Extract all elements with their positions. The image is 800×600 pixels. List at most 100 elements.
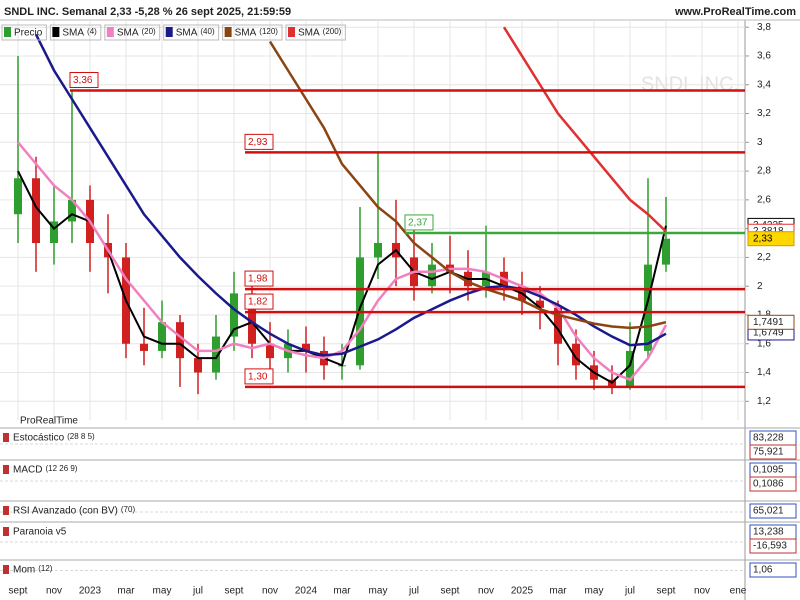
- candle-body: [572, 343, 580, 366]
- candle-body: [230, 293, 238, 337]
- level-label: 1,30: [248, 372, 268, 383]
- candle-body: [554, 307, 562, 344]
- x-tick-label: 2025: [511, 586, 534, 597]
- panel-reading: 0,1086: [753, 479, 784, 490]
- panel-swatch: [3, 527, 9, 536]
- last-value-label: 2,33: [753, 233, 773, 244]
- panel-name: Estocástico: [13, 433, 65, 444]
- panel-reading: 65,021: [753, 506, 784, 517]
- y-tick-label: 2,8: [757, 166, 771, 177]
- level-label: 1,98: [248, 274, 268, 285]
- panel-reading: 0,1095: [753, 465, 784, 476]
- legend-label: SMA: [298, 28, 320, 39]
- legend-period: (4): [87, 27, 97, 36]
- panel-reading-tag: [749, 538, 797, 554]
- panel-reading-tag: [749, 444, 797, 460]
- panel-params: (12): [38, 564, 53, 573]
- level-label-box: [244, 368, 274, 385]
- x-tick-label: 2023: [79, 586, 102, 597]
- y-tick-label: 2,2: [757, 252, 771, 263]
- legend-period: (120): [259, 27, 278, 36]
- legend-swatch: [165, 27, 173, 37]
- x-tick-label: sept: [9, 586, 28, 597]
- panel-name: MACD: [13, 465, 42, 476]
- x-tick-label: jul: [408, 586, 419, 597]
- y-tick-label: 3,8: [757, 22, 771, 33]
- candle-body: [662, 238, 670, 265]
- panel-params: (28 8 5): [67, 432, 95, 441]
- y-tick-label: 3,2: [757, 108, 771, 119]
- legend-box: [104, 24, 161, 41]
- panel-reading-tag: [749, 503, 797, 519]
- candle-body: [536, 300, 544, 308]
- y-tick-label: 2,6: [757, 194, 771, 205]
- panel-reading: 1,06: [753, 565, 773, 576]
- panel-reading: 75,921: [753, 447, 784, 458]
- legend-box: [1, 24, 47, 41]
- x-tick-label: mar: [549, 586, 567, 597]
- level-label-box: [404, 214, 434, 231]
- panel-name: Paranoia v5: [13, 527, 67, 538]
- x-tick-label: may: [153, 586, 172, 597]
- chart-title: SNDL INC. Semanal 2,33 -5,28 % 26 sept 2…: [4, 6, 291, 18]
- x-tick-label: ene: [730, 586, 747, 597]
- candle-body: [50, 221, 58, 244]
- last-value-label: 1,6749: [753, 328, 784, 339]
- panel-reading-tag: [749, 476, 797, 492]
- sma-line: [17, 170, 667, 384]
- legend-period: (40): [200, 27, 215, 36]
- source: www.ProRealTime.com: [674, 6, 796, 18]
- candle-body: [140, 343, 148, 351]
- candle-body: [176, 322, 184, 359]
- legend-box: [222, 24, 283, 41]
- panel-reading-tag: [749, 562, 797, 578]
- level-label-box: [244, 133, 274, 150]
- legend-label: SMA: [117, 28, 139, 39]
- panel-swatch: [3, 506, 9, 515]
- sma-line: [17, 141, 668, 382]
- sma-line: [502, 26, 667, 233]
- legend-swatch: [4, 27, 11, 37]
- legend-swatch: [224, 27, 232, 37]
- x-tick-label: nov: [478, 586, 494, 597]
- legend-label: Precio: [14, 28, 43, 39]
- legend-label: SMA: [176, 28, 198, 39]
- legend-period: (20): [141, 27, 156, 36]
- x-tick-label: sept: [657, 586, 676, 597]
- candle-body: [428, 264, 436, 287]
- y-tick-label: 1,6: [757, 338, 771, 349]
- candle-body: [32, 178, 40, 244]
- x-tick-label: jul: [624, 586, 635, 597]
- panel-name: Mom: [13, 565, 35, 576]
- x-tick-label: mar: [117, 586, 135, 597]
- legend-label: SMA: [62, 28, 84, 39]
- last-value-label: 1,7491: [753, 317, 784, 328]
- panel-params: (70): [121, 505, 136, 514]
- candle-body: [266, 343, 274, 359]
- x-tick-label: nov: [694, 586, 710, 597]
- candle-body: [68, 199, 76, 222]
- x-tick-label: may: [585, 586, 604, 597]
- legend-box: [49, 24, 102, 41]
- panel-swatch: [3, 565, 9, 574]
- level-label-box: [69, 72, 99, 89]
- x-tick-label: mar: [333, 586, 351, 597]
- x-tick-label: nov: [46, 586, 62, 597]
- level-label: 3,36: [73, 75, 93, 86]
- candle-body: [14, 178, 22, 215]
- y-tick-label: 1,4: [757, 367, 771, 378]
- legend-swatch: [52, 27, 60, 37]
- y-tick-label: 3,6: [757, 51, 771, 62]
- panel-reading: -16,593: [753, 541, 787, 552]
- level-label-box: [244, 293, 274, 310]
- legend-box: [285, 24, 346, 41]
- candle-body: [194, 358, 202, 373]
- legend-swatch: [106, 27, 114, 37]
- x-tick-label: sept: [225, 586, 244, 597]
- candle-body: [158, 322, 166, 351]
- panel-reading: 13,238: [753, 527, 784, 538]
- sma-line: [34, 33, 667, 357]
- candle-body: [212, 336, 220, 373]
- y-tick-label: 1,2: [757, 396, 771, 407]
